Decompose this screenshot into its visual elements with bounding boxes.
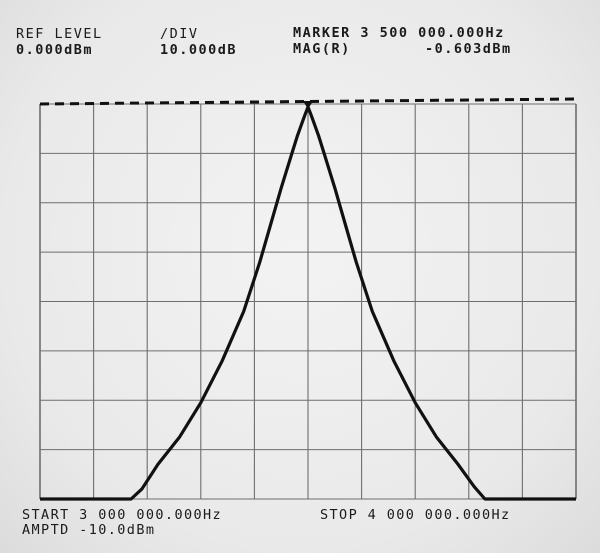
marker-triangle bbox=[303, 100, 313, 109]
stop-frequency: STOP 4 000 000.000Hz bbox=[320, 507, 511, 523]
graticule bbox=[39, 103, 577, 500]
div-label: /DIV bbox=[160, 26, 199, 42]
mag-value: -0.603dBm bbox=[425, 41, 512, 57]
amplitude-readout: AMPTD -10.0dBm bbox=[22, 522, 156, 538]
start-frequency: START 3 000 000.000Hz bbox=[22, 507, 223, 523]
div-value: 10.000dB bbox=[160, 42, 238, 58]
mag-label: MAG(R) bbox=[293, 41, 351, 57]
marker-3 bbox=[303, 100, 313, 109]
ref-level-label: REF LEVEL bbox=[16, 26, 103, 42]
marker-readout: MARKER 3 500 000.000Hz bbox=[293, 25, 505, 41]
ref-level-value: 0.000dBm bbox=[16, 42, 94, 58]
